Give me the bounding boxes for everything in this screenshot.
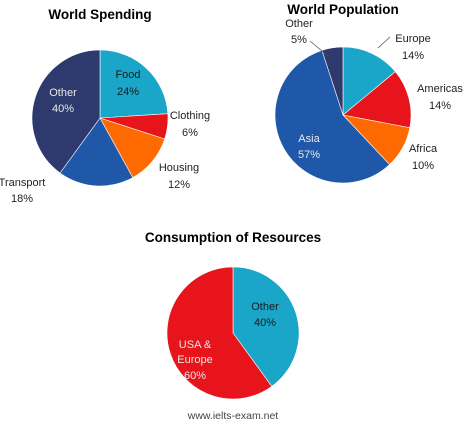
leader-line-other: [309, 40, 329, 57]
value-other-resources: 40%: [254, 317, 276, 329]
slice-europe: [342, 46, 396, 116]
label-africa: Africa: [409, 143, 438, 155]
value-food: 24%: [117, 86, 139, 98]
slice-other: [321, 46, 344, 116]
watermark: www.ielts-exam.net: [187, 410, 279, 422]
slice-usa-europe: [166, 266, 273, 400]
value-usa-europe: 60%: [184, 370, 206, 382]
value-housing: 12%: [168, 179, 190, 191]
label-housing: Housing: [159, 162, 199, 174]
slice-other: [232, 266, 300, 387]
slice-food: [99, 49, 169, 119]
chart-title-world-population: World Population: [287, 2, 399, 17]
pie-consumption-of-resources: [166, 266, 300, 400]
slice-asia: [274, 49, 390, 184]
slice-americas: [342, 71, 412, 129]
value-transport: 18%: [11, 193, 33, 205]
label-other-resources: Other: [251, 301, 279, 313]
chart-title-consumption: Consumption of Resources: [145, 230, 321, 245]
pie-world-spending: [31, 49, 169, 187]
value-europe: 14%: [402, 50, 424, 62]
pie-world-population: [274, 46, 412, 184]
value-other-spending: 40%: [52, 103, 74, 115]
label-food: Food: [115, 69, 140, 81]
chart-world-spending: World Spending Food 24% Clothing 6% Hous…: [0, 7, 210, 205]
chart-world-population: World Population Europe 14% Americas 14%…: [274, 2, 463, 184]
label-americas: Americas: [417, 83, 463, 95]
value-americas: 14%: [429, 100, 451, 112]
slice-other: [31, 49, 101, 174]
label-transport: Transport: [0, 177, 45, 189]
label-europe: Europe: [395, 33, 430, 45]
value-other-population: 5%: [291, 34, 307, 46]
label-other-population: Other: [285, 18, 313, 30]
label-usa-europe-line2: Europe: [177, 354, 212, 366]
value-africa: 10%: [412, 160, 434, 172]
value-asia: 57%: [298, 149, 320, 161]
chart-consumption-of-resources: Consumption of Resources Other 40% USA &…: [145, 230, 321, 400]
label-clothing: Clothing: [170, 110, 210, 122]
leader-line-europe: [377, 36, 391, 49]
slice-transport: [59, 117, 134, 187]
label-usa-europe-line1: USA &: [179, 339, 212, 351]
chart-title-world-spending: World Spending: [48, 7, 151, 22]
label-asia: Asia: [298, 133, 320, 145]
label-other-spending: Other: [49, 87, 77, 99]
value-clothing: 6%: [182, 127, 198, 139]
